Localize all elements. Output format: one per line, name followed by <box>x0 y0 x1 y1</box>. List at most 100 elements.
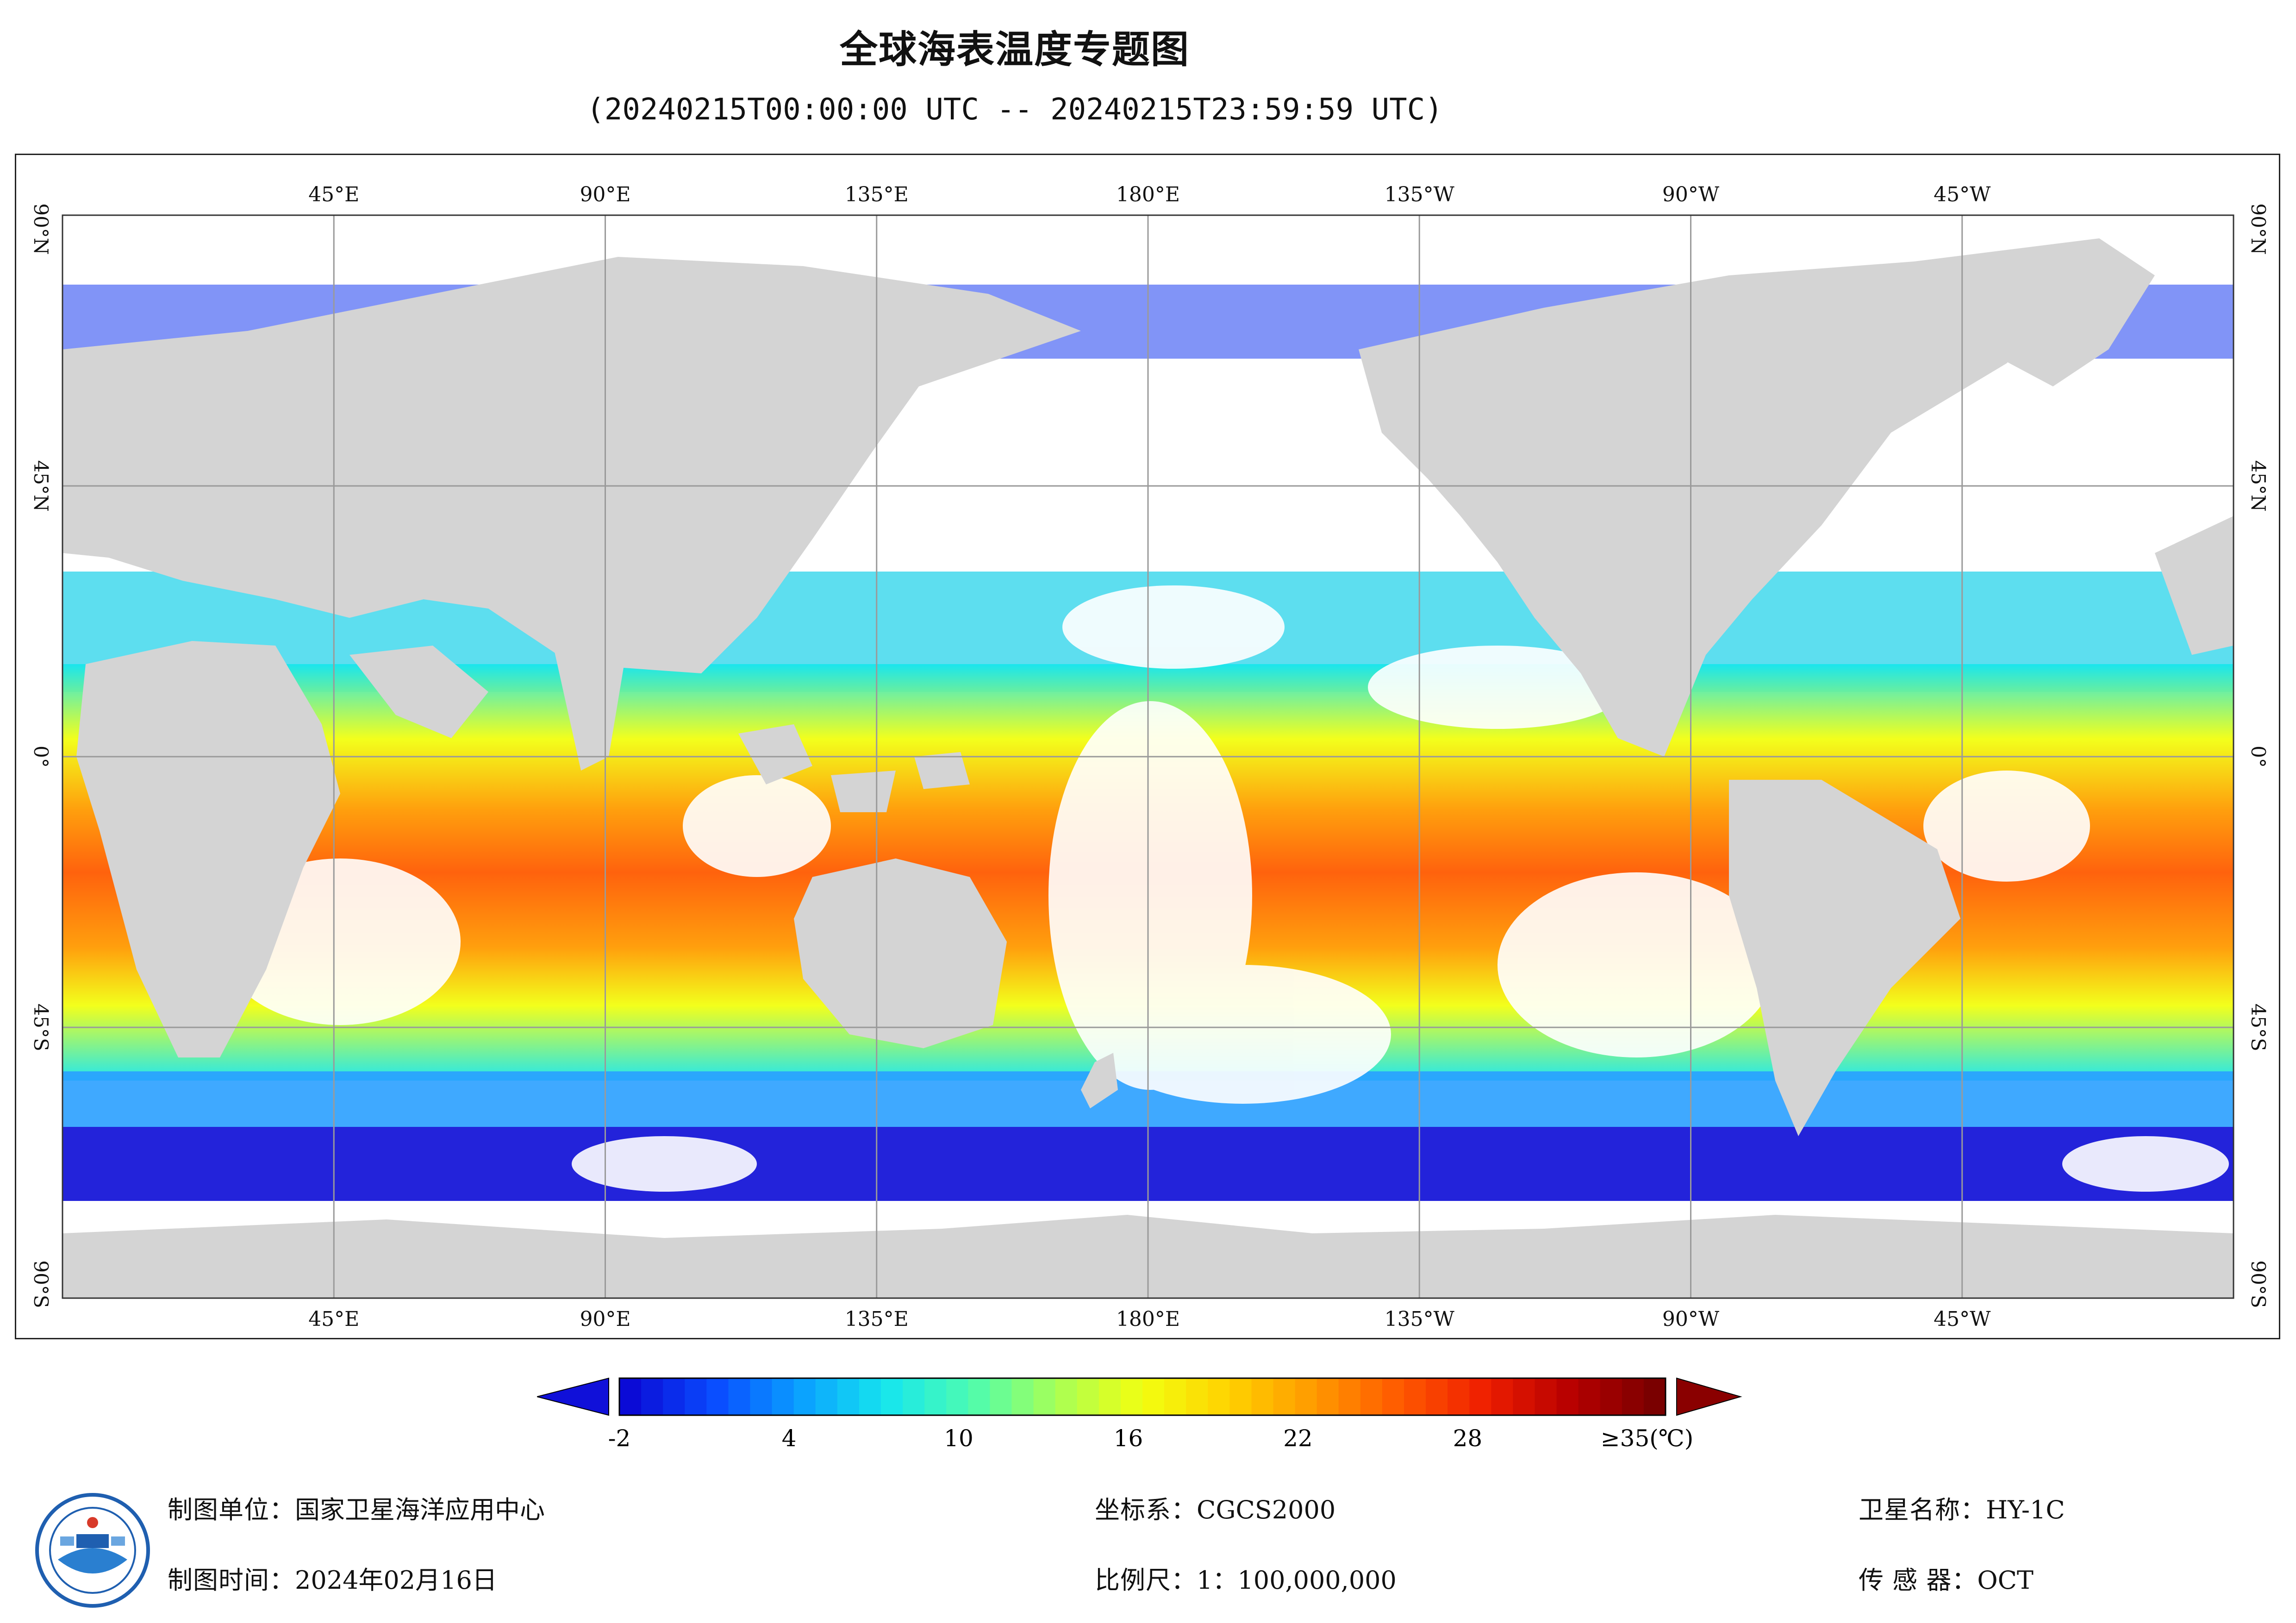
colorbar-segment <box>772 1378 794 1415</box>
satellite-row: 卫星名称：HY-1C <box>1859 1489 2065 1526</box>
latitude-label-left: 45°N <box>30 460 52 511</box>
colorbar-segment <box>968 1378 991 1415</box>
arabia-india <box>349 646 627 771</box>
longitude-label-top: 45°W <box>1934 183 1991 206</box>
longitude-label-bottom: 135°E <box>845 1307 909 1331</box>
longitude-label-top: 90°W <box>1662 183 1720 206</box>
sensor-value: OCT <box>1977 1566 2034 1595</box>
colorbar-tick-label: 22 <box>1283 1425 1313 1452</box>
colorbar-segment <box>1208 1378 1230 1415</box>
colorbar-tick-labels: -2 4 10 16 22 28 ≥35(℃) <box>608 1425 1694 1452</box>
western-europe <box>2155 516 2234 655</box>
south-america <box>1729 780 1960 1136</box>
colorbar-segment <box>946 1378 969 1415</box>
colorbar-segment <box>750 1378 773 1415</box>
longitude-label-top: 45°E <box>308 183 359 206</box>
colorbar-segment <box>1316 1378 1339 1415</box>
africa <box>76 641 340 1057</box>
colorbar-segment <box>706 1378 729 1415</box>
sensor-row: 传 感 器：OCT <box>1859 1560 2034 1596</box>
crs-value: CGCS2000 <box>1197 1495 1336 1524</box>
colorbar-segment <box>1469 1378 1492 1415</box>
colorbar-over-arrow <box>1676 1377 1742 1416</box>
map-date-label: 制图时间： <box>168 1566 295 1595</box>
colorbar-segment <box>1055 1378 1078 1415</box>
colorbar-tick-label: 16 <box>1114 1425 1143 1452</box>
colorbar-segment <box>1098 1378 1121 1415</box>
colorbar-segment <box>1077 1378 1099 1415</box>
colorbar-segment <box>1011 1378 1034 1415</box>
map-date-row: 制图时间：2024年02月16日 <box>168 1560 497 1596</box>
colorbar-segment <box>1338 1378 1361 1415</box>
colorbar-segment <box>1513 1378 1535 1415</box>
latitude-label-right: 45°S <box>2247 1003 2270 1051</box>
longitude-label-bottom: 180°E <box>1116 1307 1180 1331</box>
eurasia <box>62 257 1081 673</box>
colorbar-segment <box>1120 1378 1143 1415</box>
colorbar-segment <box>1033 1378 1056 1415</box>
colorbar-segment <box>903 1378 925 1415</box>
colorbar-segment <box>924 1378 947 1415</box>
colorbar-segment <box>728 1378 751 1415</box>
colorbar-segment <box>1142 1378 1165 1415</box>
map-plot-border <box>62 214 2234 1299</box>
graticule <box>62 215 2234 1298</box>
colorbar-segment <box>619 1378 642 1415</box>
longitude-label-bottom: 90°E <box>580 1307 630 1331</box>
colorbar-under-arrow <box>537 1377 609 1416</box>
colorbar-segment <box>1164 1378 1187 1415</box>
land-masses <box>62 238 2234 1298</box>
colorbar-segment <box>1447 1378 1470 1415</box>
colorbar-segment <box>815 1378 838 1415</box>
longitude-labels-top: 45°E 90°E 135°E 180°E 135°W 90°W 45°W <box>308 183 1991 206</box>
colorbar-segment <box>1229 1378 1252 1415</box>
colorbar-segment <box>1578 1378 1601 1415</box>
map-frame: 45°E 90°E 135°E 180°E 135°W 90°W 45°W 45°E 90°E… <box>15 154 2280 1339</box>
map-title: 全球海表温度专题图 <box>839 28 1190 72</box>
crs-row: 坐标系：CGCS2000 <box>1095 1489 1335 1526</box>
latitude-label-left: 90°S <box>30 1260 52 1308</box>
colorbar-segment <box>1622 1378 1644 1415</box>
colorbar-segment <box>1251 1378 1274 1415</box>
colorbar-segment <box>1186 1378 1209 1415</box>
australia <box>794 858 1007 1048</box>
colorbar-segment <box>1535 1378 1557 1415</box>
maritime-southeast-asia <box>738 724 970 812</box>
longitude-label-bottom: 135°W <box>1385 1307 1455 1331</box>
colorbar-segment <box>1382 1378 1404 1415</box>
crs-label: 坐标系： <box>1095 1495 1197 1524</box>
colorbar-segment <box>1643 1378 1666 1415</box>
colorbar-tick-label: 4 <box>782 1425 797 1452</box>
satellite-label: 卫星名称： <box>1859 1495 1986 1524</box>
colorbar-segment <box>1556 1378 1579 1415</box>
latitude-label-right: 0° <box>2247 746 2270 768</box>
colorbar-segment <box>1404 1378 1427 1415</box>
map-date-value: 2024年02月16日 <box>295 1566 497 1595</box>
latitude-labels-right: 90°N 45°N 0° 45°S 90°S <box>2247 203 2270 1308</box>
cloud-gaps <box>220 585 2229 1192</box>
colorbar-border <box>618 1377 1666 1416</box>
colorbar-segment <box>663 1378 686 1415</box>
longitude-label-bottom: 90°W <box>1662 1307 1720 1331</box>
scale-label: 比例尺： <box>1095 1566 1197 1595</box>
colorbar-tick-label: ≥35(℃) <box>1601 1425 1693 1452</box>
latitude-label-right: 45°N <box>2247 460 2270 511</box>
longitude-label-bottom: 45°E <box>308 1307 359 1331</box>
longitude-label-top: 135°E <box>845 183 909 206</box>
colorbar-segment <box>837 1378 860 1415</box>
sst-map: 45°E 90°E 135°E 180°E 135°W 90°W 45°W 45°E 90°E… <box>30 183 2270 1331</box>
north-america <box>1359 261 2099 757</box>
producer-row: 制图单位：国家卫星海洋应用中心 <box>168 1489 545 1526</box>
longitude-label-bottom: 45°W <box>1934 1307 1991 1331</box>
colorbar-segment <box>990 1378 1012 1415</box>
latitude-label-left: 0° <box>30 746 52 768</box>
colorbar-segment <box>859 1378 881 1415</box>
longitude-label-top: 90°E <box>580 183 630 206</box>
colorbar-tick-label: -2 <box>608 1425 631 1452</box>
colorbar-segment <box>1426 1378 1448 1415</box>
new-zealand <box>1081 1053 1118 1108</box>
satellite-value: HY-1C <box>1986 1495 2065 1524</box>
longitude-label-top: 135°W <box>1385 183 1455 206</box>
scale-value: 1：100,000,000 <box>1197 1566 1397 1595</box>
latitude-label-right: 90°N <box>2247 203 2270 255</box>
